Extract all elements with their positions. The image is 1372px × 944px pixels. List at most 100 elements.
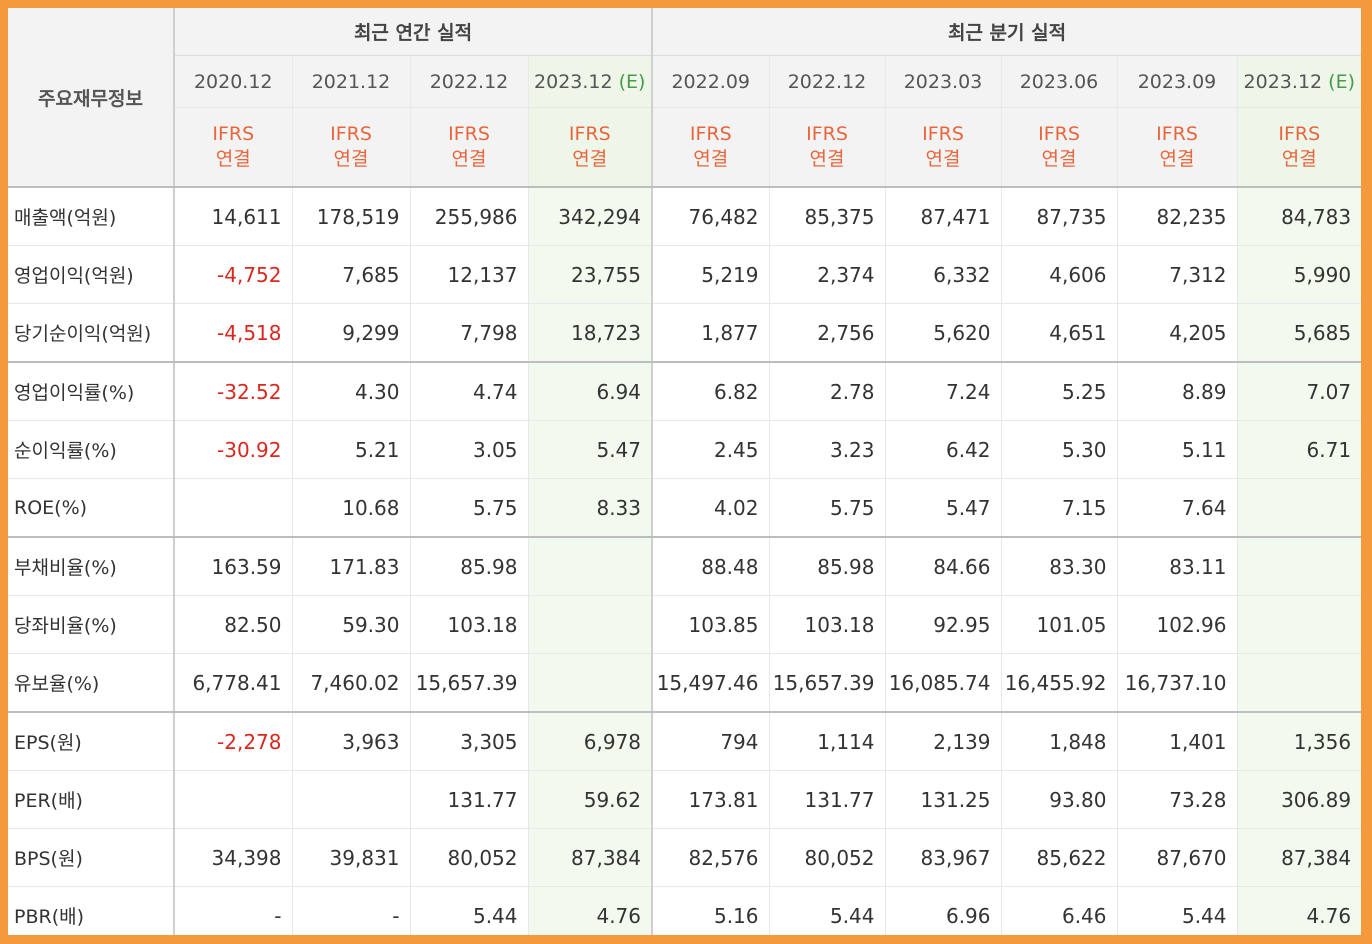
table-cell: [1236, 653, 1361, 713]
table-cell: 178,519: [291, 187, 410, 246]
row-label: BPS(원): [8, 828, 175, 887]
table-cell: 14,611: [173, 187, 292, 246]
accounting-standard-header: IFRS 연결: [768, 107, 885, 188]
table-cell: 5.75: [768, 478, 885, 538]
ifrs-label: IFRS: [330, 123, 372, 145]
period-date: 2022.12: [429, 70, 509, 93]
period-date: 2023.12: [1243, 70, 1323, 93]
period-date: 2022.09: [671, 70, 751, 93]
table-cell: 80,052: [409, 828, 528, 887]
table-cell: 82,235: [1116, 187, 1237, 246]
table-cell: 173.81: [651, 770, 769, 829]
consolidation-basis-label: 연결: [809, 148, 845, 170]
table-row: 당기순이익(억원) -4,518 9,299 7,798 18,723 1,877 2,75…: [8, 303, 1361, 363]
table-cell: 5.44: [1116, 886, 1237, 935]
table-cell: 87,670: [1116, 828, 1237, 887]
table-cell: 6.82: [651, 362, 769, 421]
table-cell: 131.25: [884, 770, 1001, 829]
table-cell: 4.74: [409, 362, 528, 421]
table-cell: 85.98: [409, 537, 528, 596]
financial-summary-table: 주요재무정보 최근 연간 실적 최근 분기 실적 2020.12 2021.12 2…: [8, 8, 1361, 935]
table-cell: 12,137: [409, 245, 528, 304]
table-cell: 1,401: [1116, 712, 1237, 771]
period-date: 2023.03: [903, 70, 983, 93]
table-cell: 16,085.74: [884, 653, 1001, 713]
period-date-header: 2021.12: [291, 55, 410, 108]
period-date: 2020.12: [193, 70, 273, 93]
table-cell: 7.15: [1000, 478, 1117, 538]
table-cell: 5.25: [1000, 362, 1117, 421]
period-date-header: 2023.09: [1116, 55, 1237, 108]
table-cell: 18,723: [527, 303, 653, 363]
table-cell: 6,978: [527, 712, 653, 771]
table-cell: [527, 653, 653, 713]
accounting-standard-header: IFRS 연결: [527, 107, 653, 188]
table-cell: 83.11: [1116, 537, 1237, 596]
table-cell: 5.44: [768, 886, 885, 935]
row-label: 순이익률(%): [8, 420, 175, 479]
table-cell: 15,657.39: [409, 653, 528, 713]
table-cell: 85,622: [1000, 828, 1117, 887]
table-row: PER(배) 131.77 59.62 173.81 131.77 131.25 93.80…: [8, 770, 1361, 829]
accounting-standard-header: IFRS 연결: [1000, 107, 1117, 188]
table-cell: 5.21: [291, 420, 410, 479]
table-row: ROE(%) 10.68 5.75 8.33 4.02 5.75 5.47 7.15 7.64: [8, 478, 1361, 538]
consolidation-basis-label: 연결: [1281, 148, 1317, 170]
table-cell: 2.78: [768, 362, 885, 421]
ifrs-label: IFRS: [1038, 123, 1080, 145]
table-cell: 8.89: [1116, 362, 1237, 421]
table-cell: 6,332: [884, 245, 1001, 304]
table-cell: 4.76: [1236, 886, 1361, 935]
table-cell: 2,756: [768, 303, 885, 363]
table-cell: [1236, 595, 1361, 654]
estimate-mark: (E): [618, 70, 646, 93]
table-cell: 15,657.39: [768, 653, 885, 713]
table-cell: -4,752: [173, 245, 292, 304]
table-cell: 5,685: [1236, 303, 1361, 363]
table-cell: 4.02: [651, 478, 769, 538]
table-cell: 85,375: [768, 187, 885, 246]
table-cell: 342,294: [527, 187, 653, 246]
table-cell: 6.94: [527, 362, 653, 421]
table-cell: 2,374: [768, 245, 885, 304]
table-cell: 82,576: [651, 828, 769, 887]
consolidation-basis-label: 연결: [215, 148, 251, 170]
consolidation-basis-label: 연결: [1041, 148, 1077, 170]
table-cell: 16,455.92: [1000, 653, 1117, 713]
table-cell: 4.76: [527, 886, 653, 935]
table-cell: 6.42: [884, 420, 1001, 479]
table-cell: -: [173, 886, 292, 935]
table-cell: 59.30: [291, 595, 410, 654]
row-label: EPS(원): [8, 712, 175, 771]
ifrs-label: IFRS: [1156, 123, 1198, 145]
table-cell: 39,831: [291, 828, 410, 887]
row-label: ROE(%): [8, 478, 175, 538]
table-row: 유보율(%) 6,778.41 7,460.02 15,657.39 15,497.46…: [8, 653, 1361, 713]
table-cell: -30.92: [173, 420, 292, 479]
table-cell: 84,783: [1236, 187, 1361, 246]
table-cell: 6.71: [1236, 420, 1361, 479]
table-cell: 8.33: [527, 478, 653, 538]
table-row: 당좌비율(%) 82.50 59.30 103.18 103.85 103.18 92.95…: [8, 595, 1361, 654]
table-cell: 3.05: [409, 420, 528, 479]
table-cell: [173, 770, 292, 829]
table-cell: 102.96: [1116, 595, 1237, 654]
table-cell: -4,518: [173, 303, 292, 363]
table-cell: 1,114: [768, 712, 885, 771]
quarter-group-header: 최근 분기 실적: [651, 8, 1361, 56]
table-row: PBR(배) - -5.44 4.76 5.16 5.44 6.96 6.46 5.44 4.76: [8, 886, 1361, 935]
period-date-header: 2020.12: [174, 55, 292, 108]
period-date-header: 2022.09: [651, 55, 769, 108]
table-cell: 85.98: [768, 537, 885, 596]
table-cell: -32.52: [173, 362, 292, 421]
table-cell: 87,384: [1236, 828, 1361, 887]
row-label: 영업이익률(%): [8, 362, 175, 421]
corner-label: 주요재무정보: [8, 8, 175, 188]
accounting-standard-header: IFRS 연결: [174, 107, 292, 188]
period-date: 2022.12: [787, 70, 867, 93]
table-cell: 9,299: [291, 303, 410, 363]
ifrs-label: IFRS: [212, 123, 255, 145]
table-cell: 7.24: [884, 362, 1001, 421]
table-cell: 4,651: [1000, 303, 1117, 363]
table-cell: 103.18: [768, 595, 885, 654]
